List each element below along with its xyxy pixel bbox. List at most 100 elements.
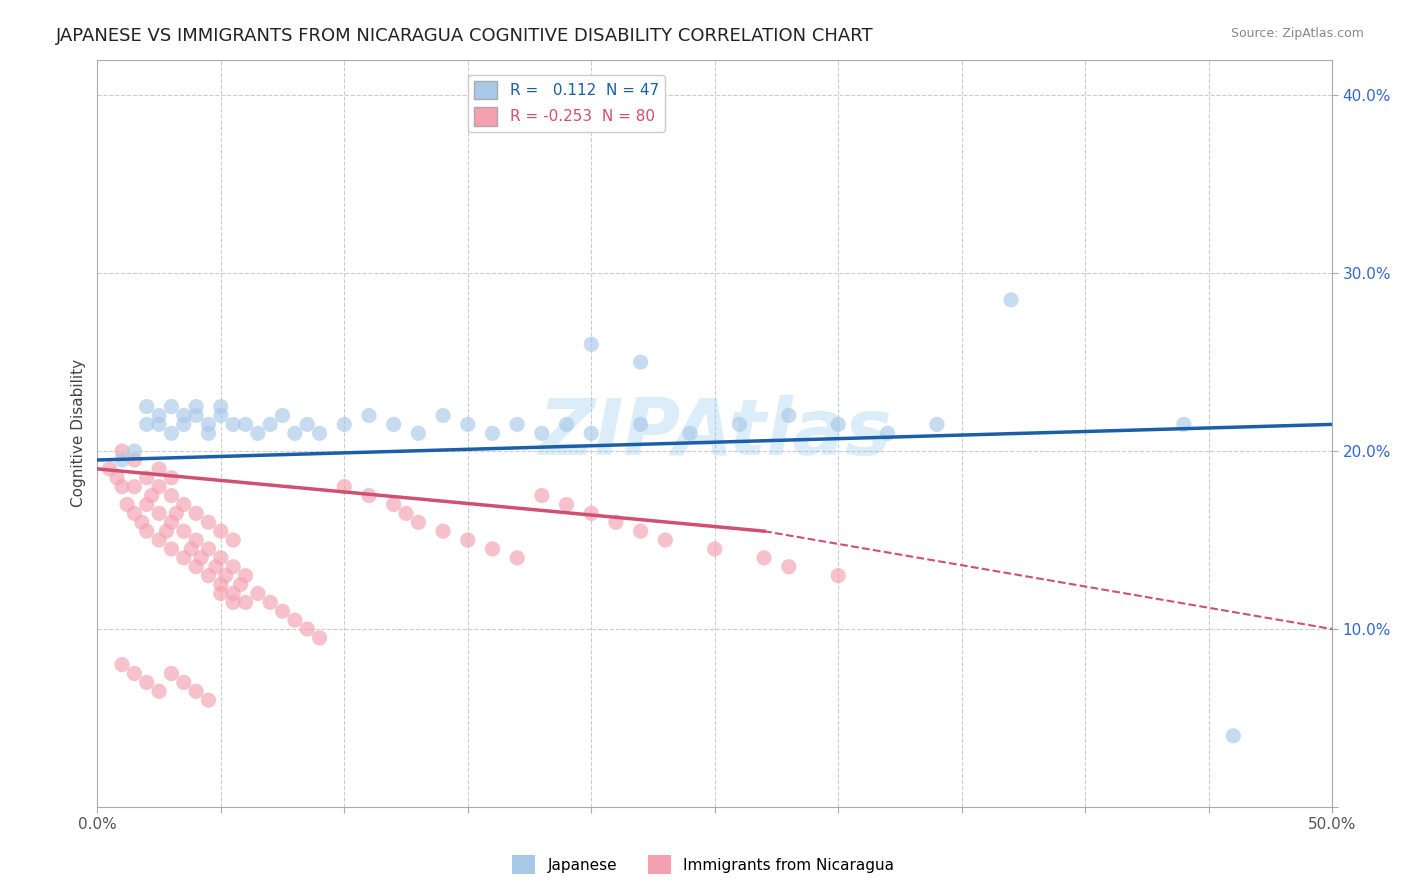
Point <box>197 693 219 707</box>
Point <box>235 595 257 609</box>
Point <box>581 507 603 521</box>
Point <box>259 595 281 609</box>
Point <box>148 684 170 698</box>
Point <box>111 480 134 494</box>
Point <box>111 453 134 467</box>
Point <box>160 489 183 503</box>
Point <box>184 400 207 414</box>
Point <box>235 417 257 432</box>
Point <box>605 515 627 529</box>
Point <box>209 577 232 591</box>
Point <box>925 417 948 432</box>
Point <box>246 586 269 600</box>
Point <box>432 409 454 423</box>
Point <box>180 541 202 556</box>
Point <box>173 409 195 423</box>
Point <box>148 533 170 547</box>
Point <box>155 524 177 538</box>
Point <box>105 471 128 485</box>
Point <box>197 568 219 582</box>
Point <box>308 631 330 645</box>
Point <box>184 507 207 521</box>
Point <box>135 417 157 432</box>
Point <box>395 507 418 521</box>
Point <box>197 426 219 441</box>
Point <box>876 426 898 441</box>
Point <box>209 586 232 600</box>
Point <box>284 613 307 627</box>
Point <box>135 400 157 414</box>
Point <box>222 559 245 574</box>
Point <box>190 550 212 565</box>
Point <box>141 489 163 503</box>
Point <box>124 453 146 467</box>
Point <box>209 400 232 414</box>
Point <box>148 417 170 432</box>
Point <box>506 550 529 565</box>
Point <box>703 541 725 556</box>
Point <box>160 515 183 529</box>
Point <box>530 426 553 441</box>
Point <box>197 515 219 529</box>
Point <box>408 515 430 529</box>
Point <box>135 675 157 690</box>
Point <box>160 400 183 414</box>
Point <box>222 417 245 432</box>
Point <box>148 462 170 476</box>
Point <box>357 409 380 423</box>
Point <box>581 426 603 441</box>
Point <box>135 524 157 538</box>
Point <box>246 426 269 441</box>
Point <box>165 507 187 521</box>
Point <box>222 533 245 547</box>
Point <box>271 409 294 423</box>
Point <box>297 417 319 432</box>
Point <box>173 498 195 512</box>
Text: JAPANESE VS IMMIGRANTS FROM NICARAGUA COGNITIVE DISABILITY CORRELATION CHART: JAPANESE VS IMMIGRANTS FROM NICARAGUA CO… <box>56 27 875 45</box>
Point <box>271 604 294 618</box>
Point <box>222 586 245 600</box>
Point <box>160 471 183 485</box>
Point <box>382 417 405 432</box>
Point <box>173 417 195 432</box>
Point <box>209 524 232 538</box>
Point <box>173 675 195 690</box>
Point <box>98 462 121 476</box>
Point <box>1173 417 1195 432</box>
Point <box>630 355 652 369</box>
Point <box>654 533 676 547</box>
Legend: R =   0.112  N = 47, R = -0.253  N = 80: R = 0.112 N = 47, R = -0.253 N = 80 <box>468 75 665 132</box>
Point <box>333 417 356 432</box>
Point <box>124 666 146 681</box>
Point <box>481 541 503 556</box>
Point <box>124 480 146 494</box>
Point <box>111 444 134 458</box>
Y-axis label: Cognitive Disability: Cognitive Disability <box>72 359 86 508</box>
Point <box>630 417 652 432</box>
Point <box>135 471 157 485</box>
Point <box>432 524 454 538</box>
Point <box>131 515 153 529</box>
Point <box>209 550 232 565</box>
Point <box>506 417 529 432</box>
Point <box>148 507 170 521</box>
Point <box>827 568 849 582</box>
Point <box>481 426 503 441</box>
Point <box>555 498 578 512</box>
Point <box>160 666 183 681</box>
Point <box>184 559 207 574</box>
Point <box>184 533 207 547</box>
Point <box>148 409 170 423</box>
Point <box>197 541 219 556</box>
Point <box>308 426 330 441</box>
Text: ZIPAtlas: ZIPAtlas <box>538 395 891 471</box>
Point <box>581 337 603 351</box>
Point <box>630 524 652 538</box>
Point <box>124 444 146 458</box>
Point <box>173 524 195 538</box>
Point <box>778 409 800 423</box>
Point <box>457 533 479 547</box>
Legend: Japanese, Immigrants from Nicaragua: Japanese, Immigrants from Nicaragua <box>506 849 900 880</box>
Point <box>205 559 228 574</box>
Point <box>160 426 183 441</box>
